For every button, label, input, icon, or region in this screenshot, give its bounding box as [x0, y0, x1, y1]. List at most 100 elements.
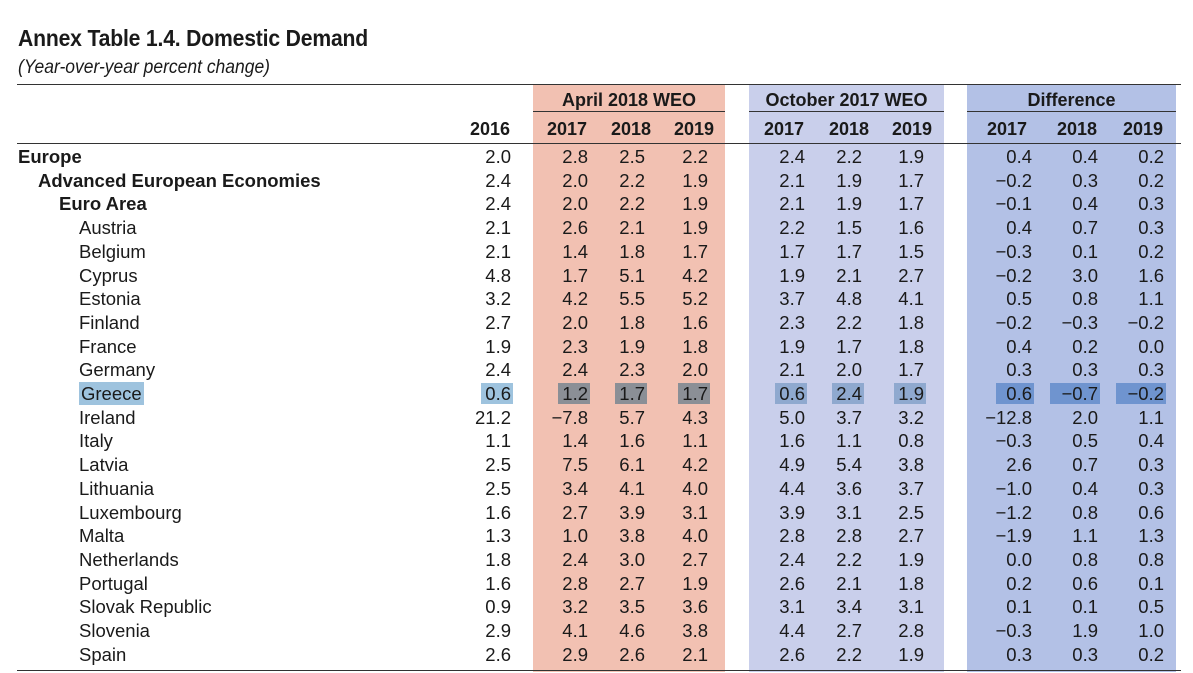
table-cell: 4.1 [562, 620, 588, 641]
table-row: Finland 2.7 2.0 1.8 1.6 2.3 2.2 1.8 −0.2 −0.3 −0.2 [0, 311, 1193, 335]
table-cell: 7.5 [562, 454, 588, 476]
table-cell: 1.9 [682, 169, 708, 191]
table-cell: 0.8 [1072, 288, 1098, 310]
table-cell: 4.1 [898, 288, 924, 310]
table-cell: 1.4 [562, 240, 588, 262]
table-cell: 3.2 [562, 596, 588, 618]
table-row: Euro Area 2.4 2.0 2.2 1.9 2.1 1.9 1.7 −0.1 0.4 0.3 [0, 192, 1193, 216]
table-cell: 1.2 [562, 383, 588, 404]
table-cell: 4.2 [562, 288, 588, 310]
table-cell: 0.1 [1072, 596, 1098, 618]
table-row: Greece 0.6 1.2 1.7 1.7 0.6 2.4 1.9 0.6 −0.7 −0.2 [0, 382, 1193, 406]
table-cell: 4.3 [682, 406, 708, 428]
table-cell: 0.8 [898, 430, 924, 452]
cell-highlight [894, 383, 926, 404]
table-cell: 0.9 [485, 596, 511, 618]
table-cell: 1.4 [562, 430, 588, 452]
table-cell: 2.1 [619, 217, 645, 239]
table-cell: 1.9 [836, 193, 862, 215]
year-header-difference-2019: 2019 [1122, 119, 1163, 139]
table-cell: 3.9 [619, 501, 645, 523]
row-label: Latvia [79, 454, 129, 476]
table-cell: 2.4 [485, 193, 511, 215]
year-header-difference-2018: 2018 [1056, 119, 1097, 139]
table-cell: 0.4 [1072, 477, 1098, 499]
table-cell: 3.1 [779, 596, 805, 618]
row-label: Belgium [79, 240, 146, 262]
table-cell: 2.6 [485, 643, 511, 665]
group-header-october: October 2017 WEO [749, 89, 944, 112]
table-cell: −0.2 [995, 311, 1032, 333]
table-cell: 1.9 [619, 335, 645, 357]
row-label: Spain [79, 643, 127, 665]
table-cell: 1.6 [682, 311, 708, 333]
table-cell: 1.7 [682, 240, 708, 262]
table-cell: 0.2 [1138, 146, 1164, 167]
table-row: Latvia 2.5 7.5 6.1 4.2 4.9 5.4 3.8 2.6 0.7 0.3 [0, 453, 1193, 477]
table-cell: 1.7 [898, 193, 924, 215]
table-cell: 0.3 [1006, 359, 1032, 381]
table-cell: 2.2 [682, 146, 708, 167]
table-cell: 1.6 [898, 217, 924, 239]
table-cell: 1.9 [682, 193, 708, 215]
cell-highlight [775, 383, 807, 404]
table-cell: 3.9 [779, 501, 805, 523]
table-cell: 1.1 [1072, 525, 1098, 547]
table-cell: 3.1 [682, 501, 708, 523]
table-cell: 1.7 [682, 383, 708, 404]
table-cell: 1.7 [562, 264, 588, 286]
table-row: Slovenia 2.9 4.1 4.6 3.8 4.4 2.7 2.8 −0.3 1.9 1.0 [0, 619, 1193, 643]
row-label: Ireland [79, 406, 136, 428]
table-cell: 0.3 [1138, 359, 1164, 381]
row-label: Luxembourg [79, 501, 182, 523]
table-cell: 1.3 [485, 525, 511, 547]
table-cell: 1.9 [682, 217, 708, 239]
year-header-april-2018: 2018 [610, 119, 651, 139]
table-cell: 2.1 [779, 169, 805, 191]
table-cell: 1.9 [898, 146, 924, 167]
table-cell: −0.3 [1061, 311, 1098, 333]
table-cell: 3.8 [898, 454, 924, 476]
row-label: Italy [79, 430, 113, 452]
table-cell: 3.7 [836, 406, 862, 428]
table-cell: 1.8 [619, 311, 645, 333]
table-cell: 2.6 [1006, 454, 1032, 476]
table-cell: 3.4 [562, 477, 588, 499]
table-cell: 0.1 [1072, 240, 1098, 262]
table-cell: 3.8 [619, 525, 645, 547]
row-label: Euro Area [59, 193, 147, 215]
table-cell: 2.2 [619, 169, 645, 191]
table-cell: 5.0 [779, 406, 805, 428]
table-cell: 4.1 [619, 477, 645, 499]
april-column-band [533, 85, 725, 672]
row-label: Netherlands [79, 548, 179, 570]
october-column-band [749, 85, 944, 672]
table-cell: 4.0 [682, 477, 708, 499]
table-row: Netherlands 1.8 2.4 3.0 2.7 2.4 2.2 1.9 0.0 0.8 0.… [0, 548, 1193, 572]
table-cell: 2.5 [898, 501, 924, 523]
table-cell: 0.5 [1006, 288, 1032, 310]
table-cell: 2.8 [898, 620, 924, 641]
table-cell: 2.7 [898, 264, 924, 286]
table-cell: 2.8 [836, 525, 862, 547]
year-header-october-2018: 2018 [828, 119, 869, 139]
table-cell: 0.3 [1138, 193, 1164, 215]
table-cell: 0.2 [1138, 240, 1164, 262]
table-cell: 0.0 [1138, 335, 1164, 357]
table-cell: 1.7 [836, 335, 862, 357]
table-row: France 1.9 2.3 1.9 1.8 1.9 1.7 1.8 0.4 0.2 0.0 [0, 335, 1193, 359]
table-cell: 3.8 [682, 620, 708, 641]
table-cell: 2.0 [562, 311, 588, 333]
table-cell: 2.4 [485, 169, 511, 191]
table-cell: 0.4 [1006, 217, 1032, 239]
table-cell: −0.7 [1061, 383, 1098, 404]
row-label: Austria [79, 217, 137, 239]
table-cell: 3.1 [898, 596, 924, 618]
table-cell: 1.1 [485, 430, 511, 452]
table-cell: 2.7 [682, 548, 708, 570]
table-cell: 2.2 [836, 643, 862, 665]
table-row: Belgium 2.1 1.4 1.8 1.7 1.7 1.7 1.5 −0.3 0.1 0.2 [0, 240, 1193, 264]
table-cell: 5.2 [682, 288, 708, 310]
table-title: Annex Table 1.4. Domestic Demand [18, 25, 369, 51]
table-cell: −1.2 [995, 501, 1032, 523]
